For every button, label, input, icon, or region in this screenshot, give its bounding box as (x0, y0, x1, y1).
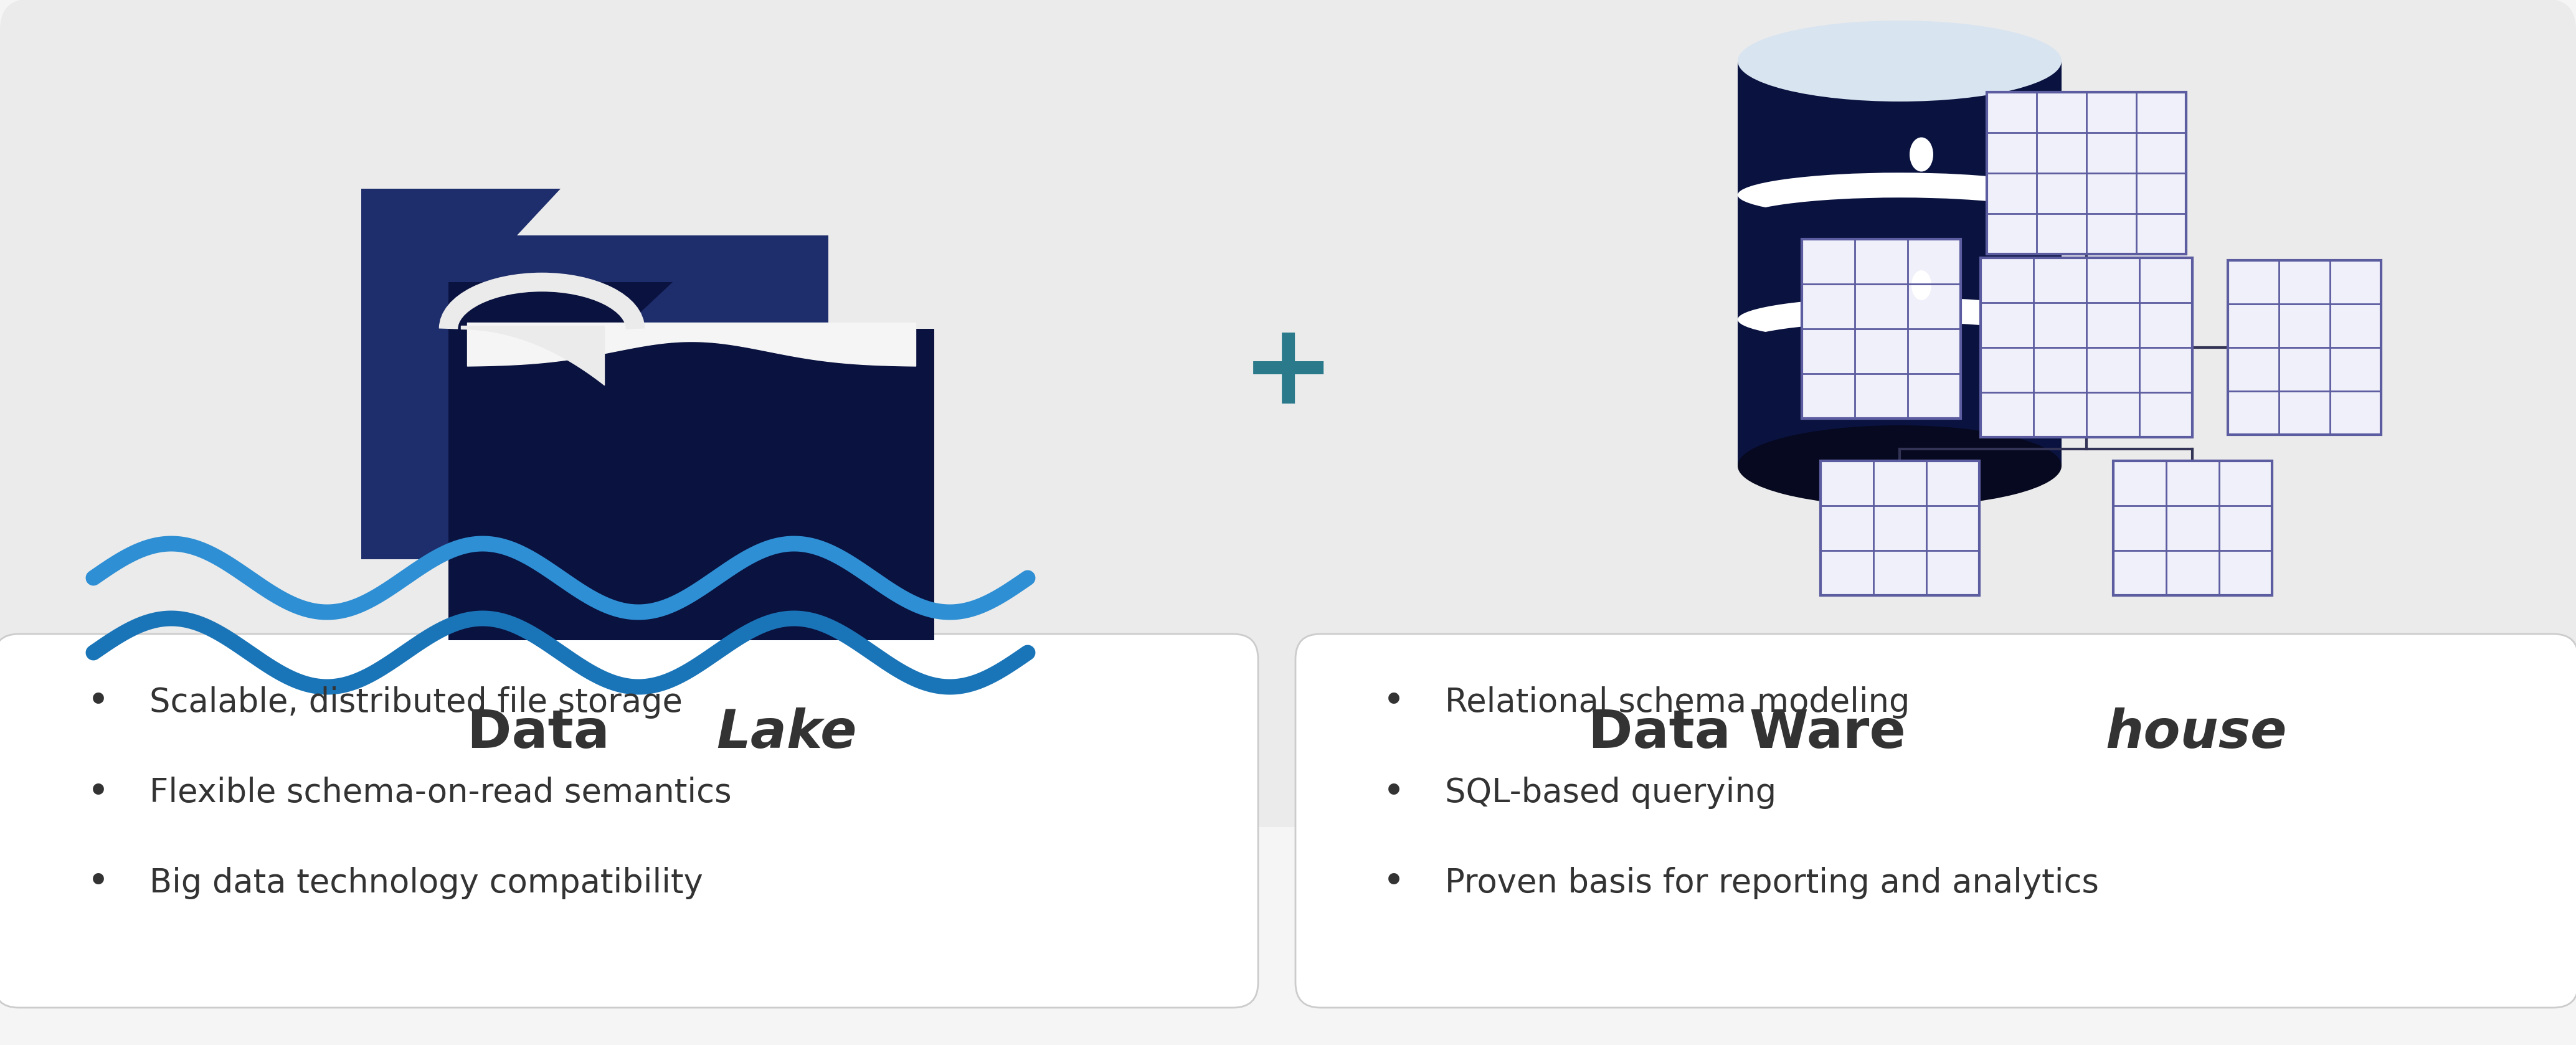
FancyBboxPatch shape (0, 634, 1257, 1007)
Ellipse shape (1739, 21, 2061, 101)
Polygon shape (2112, 461, 2272, 596)
Ellipse shape (1911, 271, 1932, 300)
Ellipse shape (1739, 297, 2061, 342)
FancyBboxPatch shape (1296, 634, 2576, 1007)
Text: +: + (1242, 318, 1334, 427)
Polygon shape (448, 282, 672, 329)
Polygon shape (1821, 461, 1978, 596)
Polygon shape (1981, 258, 2192, 437)
Text: •: • (1383, 684, 1404, 721)
Text: •: • (88, 774, 111, 811)
Text: Lake: Lake (716, 707, 858, 760)
FancyBboxPatch shape (0, 0, 2576, 827)
Text: •: • (1383, 864, 1404, 902)
Polygon shape (361, 189, 562, 235)
Ellipse shape (1739, 172, 2061, 217)
Text: SQL-based querying: SQL-based querying (1445, 776, 1777, 809)
Polygon shape (1739, 61, 2061, 466)
Text: Data: Data (466, 707, 629, 760)
Text: •: • (88, 684, 111, 721)
Text: Proven basis for reporting and analytics: Proven basis for reporting and analytics (1445, 867, 2099, 900)
Text: •: • (88, 864, 111, 902)
Text: Flexible schema-on-read semantics: Flexible schema-on-read semantics (149, 776, 732, 809)
Text: •: • (1383, 774, 1404, 811)
Ellipse shape (1739, 198, 2061, 242)
Ellipse shape (1739, 425, 2061, 507)
Text: Scalable, distributed file storage: Scalable, distributed file storage (149, 687, 683, 719)
Text: Relational schema modeling: Relational schema modeling (1445, 687, 1909, 719)
Polygon shape (448, 329, 935, 641)
Polygon shape (1986, 92, 2187, 254)
Polygon shape (1801, 239, 1960, 418)
Ellipse shape (1739, 322, 2061, 367)
Polygon shape (2228, 260, 2380, 435)
Text: Big data technology compatibility: Big data technology compatibility (149, 867, 703, 900)
Ellipse shape (1909, 137, 1932, 171)
Text: Data Ware: Data Ware (1589, 707, 1906, 760)
Polygon shape (361, 235, 829, 559)
Text: house: house (2105, 707, 2287, 760)
